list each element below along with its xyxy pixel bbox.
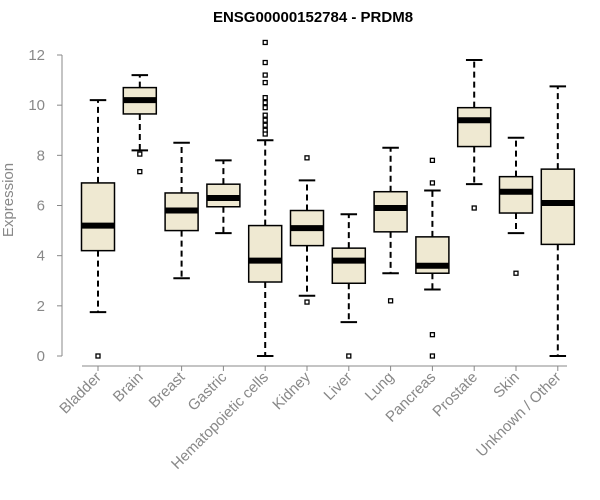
- outlier-point: [429, 332, 436, 338]
- boxes-layer: [80, 39, 576, 359]
- outlier-point: [137, 151, 143, 157]
- outlier-point: [262, 105, 268, 111]
- outlier-point: [262, 131, 268, 137]
- outlier-point: [137, 168, 143, 175]
- box-kidney: [289, 155, 325, 305]
- y-tick-label: 10: [28, 97, 45, 114]
- y-tick-label: 2: [37, 298, 45, 315]
- outlier-point: [471, 205, 477, 211]
- x-tick-label-liver: Liver: [321, 369, 356, 404]
- outlier-point: [262, 72, 268, 78]
- outlier-point: [429, 180, 436, 186]
- outlier-point: [95, 353, 101, 359]
- box-skin: [498, 136, 534, 276]
- box-unknown-other: [540, 85, 576, 357]
- outlier-point: [387, 298, 394, 304]
- x-tick-label-brain: Brain: [110, 369, 147, 406]
- y-tick-label: 8: [37, 147, 45, 164]
- outlier-point: [346, 353, 352, 359]
- box-liver: [331, 213, 367, 359]
- x-tick-label-lung: Lung: [362, 369, 398, 405]
- box-pancreas: [415, 157, 450, 359]
- x-tick-label-kidney: Kidney: [269, 368, 314, 413]
- box-bladder: [80, 99, 116, 359]
- box-prostate: [456, 59, 492, 211]
- box-gastric: [206, 159, 241, 235]
- outlier-point: [262, 112, 268, 118]
- x-tick-label-skin: Skin: [490, 369, 523, 402]
- outlier-point: [262, 94, 268, 101]
- box-iqr: [247, 224, 283, 283]
- outlier-point: [262, 100, 268, 106]
- box-iqr: [80, 182, 116, 252]
- box-iqr: [540, 168, 576, 246]
- box-iqr: [456, 106, 492, 148]
- y-tick-label: 0: [37, 348, 45, 365]
- outlier-point: [429, 353, 436, 359]
- outlier-point: [513, 270, 519, 276]
- chart-title: ENSG00000152784 - PRDM8: [213, 9, 413, 26]
- outlier-point: [262, 122, 268, 128]
- y-axis-label: Expression: [0, 163, 17, 237]
- outlier-point: [304, 299, 310, 305]
- y-tick-label: 6: [37, 198, 45, 215]
- box-breast: [164, 141, 199, 280]
- box-hematopoietic-cells: [247, 39, 283, 357]
- outlier-point: [262, 39, 268, 46]
- box-iqr: [331, 247, 367, 285]
- x-tick-label-prostate: Prostate: [429, 369, 481, 421]
- y-axis-ticks: 0 2 4 6 8 10 12: [28, 47, 62, 365]
- box-iqr: [373, 190, 408, 233]
- x-tick-label-breast: Breast: [146, 368, 189, 411]
- y-tick-label: 4: [37, 248, 45, 265]
- outlier-point: [304, 155, 310, 161]
- outlier-point: [429, 157, 436, 164]
- y-tick-label: 12: [28, 47, 45, 64]
- outlier-point: [262, 59, 268, 66]
- outlier-point: [262, 79, 268, 86]
- x-tick-label-bladder: Bladder: [56, 369, 105, 418]
- outlier-point: [262, 117, 268, 123]
- box-lung: [373, 146, 408, 304]
- box-iqr: [498, 175, 534, 214]
- box-brain: [122, 74, 158, 175]
